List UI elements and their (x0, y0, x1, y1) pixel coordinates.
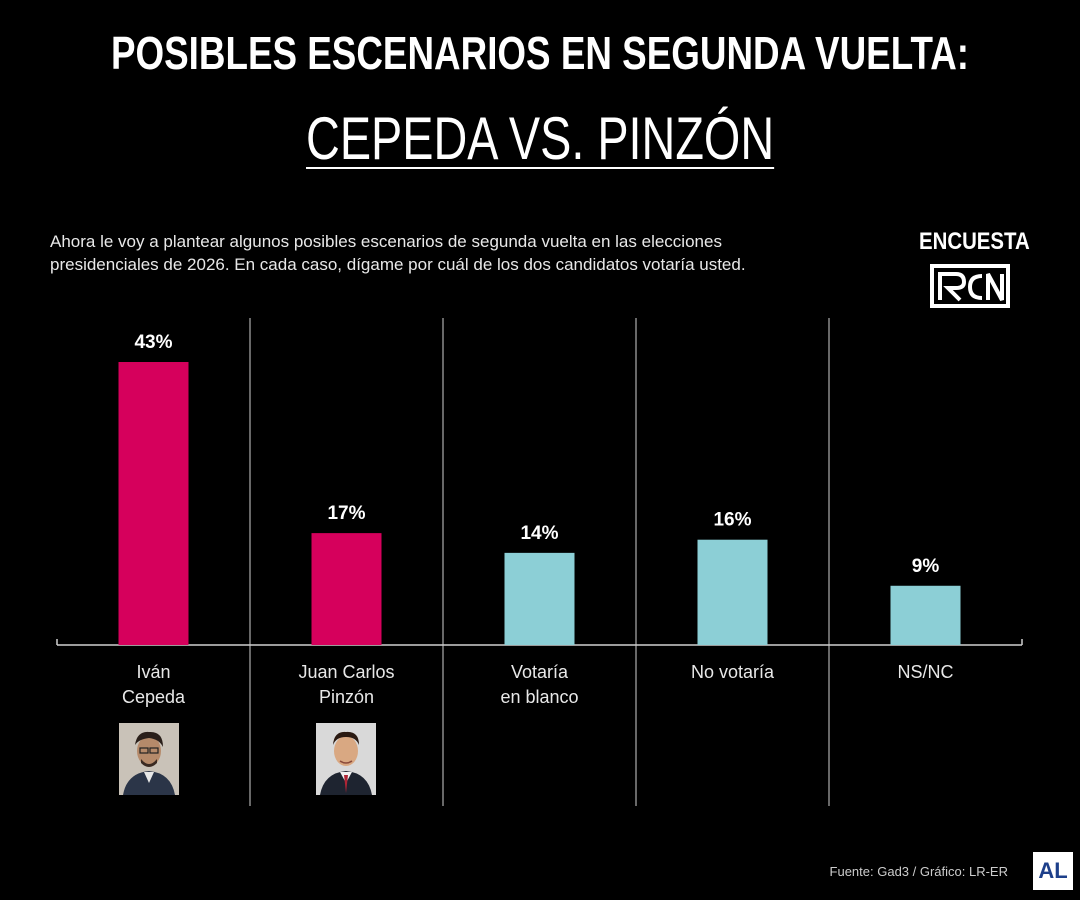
category-label: Juan Carlos (298, 662, 394, 682)
bar (890, 585, 961, 645)
al-logo-badge: AL (1033, 852, 1073, 890)
chart-subtitle: CEPEDA VS. PINZÓN (0, 104, 1080, 173)
value-label: 43% (134, 332, 172, 353)
value-label: 17% (327, 503, 365, 524)
survey-question: Ahora le voy a plantear algunos posibles… (50, 232, 746, 274)
category-label: Cepeda (122, 687, 186, 707)
category-label: Pinzón (319, 687, 374, 707)
category-label: NS/NC (897, 662, 953, 682)
person-icon (316, 723, 376, 795)
category-label: en blanco (500, 687, 578, 707)
value-label: 9% (912, 556, 940, 577)
bar (697, 539, 768, 645)
bar (504, 552, 575, 645)
category-label: No votaría (691, 662, 775, 682)
brand-block: ENCUESTA (910, 228, 1030, 313)
brand-label: ENCUESTA (919, 228, 1030, 255)
bar (118, 362, 189, 645)
value-label: 16% (713, 510, 751, 531)
person-icon (119, 723, 179, 795)
rcn-logo-icon (930, 264, 1010, 308)
bar (311, 533, 382, 645)
category-label: Votaría (511, 662, 569, 682)
subtitle-text: CEPEDA VS. PINZÓN (305, 105, 775, 172)
avatar-pinzon (316, 723, 376, 795)
value-label: 14% (520, 523, 558, 544)
source-note: Fuente: Gad3 / Gráfico: LR-ER (829, 864, 1008, 879)
chart-title: POSIBLES ESCENARIOS EN SEGUNDA VUELTA: (110, 27, 970, 79)
avatar-cepeda (119, 723, 179, 795)
category-label: Iván (136, 662, 170, 682)
